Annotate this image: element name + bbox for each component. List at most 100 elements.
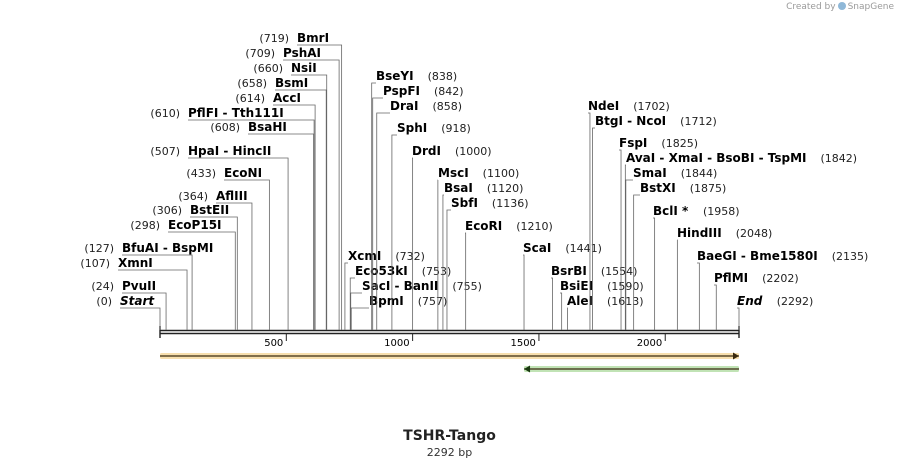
site-label[interactable]: BaeGI - Bme1580I [697, 249, 818, 263]
site-label[interactable]: BpmI [369, 294, 404, 308]
site-pflmi[interactable]: PflMI (2202) [714, 271, 799, 330]
site-pflfi[interactable]: PflFI - Tth111I (610) [150, 106, 315, 330]
enzyme-name[interactable]: NcoI [636, 114, 666, 128]
site-label[interactable]: EcoNI [224, 166, 262, 180]
site-label[interactable]: Start [120, 294, 155, 308]
enzyme-name[interactable]: BclI * [653, 204, 689, 218]
enzyme-name[interactable]: NsiI [291, 61, 317, 75]
site-fspi[interactable]: FspI (1825) [619, 136, 698, 330]
enzyme-name[interactable]: BsiEI [560, 279, 593, 293]
enzyme-name[interactable]: End [737, 294, 763, 308]
site-label[interactable]: BclI * [653, 204, 689, 218]
site-ecop15i[interactable]: EcoP15I (298) [130, 218, 236, 330]
site-label[interactable]: EcoP15I [168, 218, 222, 232]
site-smai[interactable]: SmaI (1844) [625, 166, 717, 330]
site-label[interactable]: BsaI [444, 181, 473, 195]
enzyme-name[interactable]: BstEII [190, 203, 229, 217]
enzyme-name[interactable]: EcoRI [465, 219, 502, 233]
enzyme-name[interactable]: BsaHI [248, 120, 287, 134]
enzyme-name[interactable]: XmaI [669, 151, 703, 165]
site-bsai[interactable]: BsaI (1120) [442, 181, 524, 330]
site-label[interactable]: PflMI [714, 271, 748, 285]
enzyme-name[interactable]: SmaI [633, 166, 667, 180]
site-acci[interactable]: AccI (614) [235, 91, 316, 330]
site-drai[interactable]: DraI (858) [376, 99, 462, 330]
site-label[interactable]: HpaI - HincII [188, 144, 271, 158]
site-msci[interactable]: MscI (1100) [437, 166, 519, 330]
enzyme-name[interactable]: BpmI [369, 294, 404, 308]
enzyme-name[interactable]: AflIII [216, 189, 248, 203]
site-label[interactable]: AvaI - XmaI - BsoBI - TspMI [626, 151, 807, 165]
site-label[interactable]: PshAI [283, 46, 321, 60]
site-label[interactable]: BstXI [640, 181, 676, 195]
site-label[interactable]: XmnI [118, 256, 153, 270]
site-xmni[interactable]: XmnI (107) [80, 256, 188, 330]
site-label[interactable]: AleI [567, 294, 593, 308]
site-pspfi[interactable]: PspFI (842) [372, 84, 464, 330]
site-label[interactable]: Eco53kI [355, 264, 408, 278]
enzyme-name[interactable]: BstXI [640, 181, 676, 195]
site-label[interactable]: NsiI [291, 61, 317, 75]
site-label[interactable]: ScaI [523, 241, 551, 255]
site-bmri[interactable]: BmrI (719) [259, 31, 343, 330]
site-bsteii[interactable]: BstEII (306) [152, 203, 238, 330]
site-bpmi[interactable]: BpmI (757) [350, 294, 447, 330]
site-label[interactable]: BsmI [275, 76, 308, 90]
enzyme-name[interactable]: BanII [404, 279, 439, 293]
site-label[interactable]: AflIII [216, 189, 248, 203]
site-bseyi[interactable]: BseYI (838) [371, 69, 457, 330]
site-scai[interactable]: ScaI (1441) [523, 241, 602, 330]
site-alei[interactable]: AleI (1613) [567, 294, 644, 330]
enzyme-name[interactable]: Start [120, 294, 155, 308]
site-bfuai[interactable]: BfuAI - BspMI (127) [84, 241, 213, 330]
enzyme-name[interactable]: HincII [233, 144, 272, 158]
site-ecori[interactable]: EcoRI (1210) [465, 219, 553, 330]
enzyme-name[interactable]: PflFI [188, 106, 218, 120]
enzyme-name[interactable]: Tth111I [232, 106, 284, 120]
enzyme-name[interactable]: DraI [390, 99, 418, 113]
enzyme-name[interactable]: Eco53kI [355, 264, 408, 278]
site-btgi[interactable]: BtgI - NcoI (1712) [592, 114, 717, 330]
enzyme-name[interactable]: MscI [438, 166, 469, 180]
enzyme-name[interactable]: BseYI [376, 69, 414, 83]
site-label[interactable]: BsrBI [551, 264, 587, 278]
enzyme-name[interactable]: PshAI [283, 46, 321, 60]
enzyme-name[interactable]: BtgI [595, 114, 623, 128]
site-label[interactable]: XcmI [348, 249, 381, 263]
site-avai[interactable]: AvaI - XmaI - BsoBI - TspMI (1842) [624, 151, 857, 330]
site-label[interactable]: DraI [390, 99, 418, 113]
enzyme-name[interactable]: PvuII [122, 279, 156, 293]
enzyme-name[interactable]: SbfI [451, 196, 478, 210]
enzyme-name[interactable]: PspFI [383, 84, 420, 98]
site-label[interactable]: BstEII [190, 203, 229, 217]
site-label[interactable]: PspFI [383, 84, 420, 98]
site-label[interactable]: DrdI [412, 144, 441, 158]
enzyme-name[interactable]: XcmI [348, 249, 381, 263]
enzyme-name[interactable]: SacI [362, 279, 390, 293]
site-label[interactable]: PflFI - Tth111I [188, 106, 284, 120]
enzyme-name[interactable]: BsrBI [551, 264, 587, 278]
site-ndei[interactable]: NdeI (1702) [588, 99, 670, 330]
site-label[interactable]: BmrI [297, 31, 329, 45]
site-econi[interactable]: EcoNI (433) [186, 166, 270, 330]
enzyme-name[interactable]: EcoP15I [168, 218, 222, 232]
enzyme-name[interactable]: HpaI [188, 144, 219, 158]
site-sbfi[interactable]: SbfI (1136) [446, 196, 529, 330]
enzyme-name[interactable]: BmrI [297, 31, 329, 45]
enzyme-name[interactable]: DrdI [412, 144, 441, 158]
enzyme-name[interactable]: NdeI [588, 99, 619, 113]
site-label[interactable]: HindIII [677, 226, 722, 240]
site-label[interactable]: BfuAI - BspMI [122, 241, 213, 255]
enzyme-name[interactable]: BfuAI [122, 241, 159, 255]
site-bstxi[interactable]: BstXI (1875) [633, 181, 727, 330]
site-bsmi[interactable]: BsmI (658) [237, 76, 327, 330]
site-eco53ki[interactable]: Eco53kI (753) [349, 264, 451, 330]
site-bcli[interactable]: BclI * (1958) [653, 204, 740, 330]
enzyme-name[interactable]: AvaI [626, 151, 655, 165]
site-label[interactable]: BsiEI [560, 279, 593, 293]
site-sphi[interactable]: SphI (918) [391, 121, 471, 330]
enzyme-name[interactable]: BaeGI [697, 249, 737, 263]
site-label[interactable]: MscI [438, 166, 469, 180]
enzyme-name[interactable]: EcoNI [224, 166, 262, 180]
enzyme-name[interactable]: Bme1580I [750, 249, 818, 263]
